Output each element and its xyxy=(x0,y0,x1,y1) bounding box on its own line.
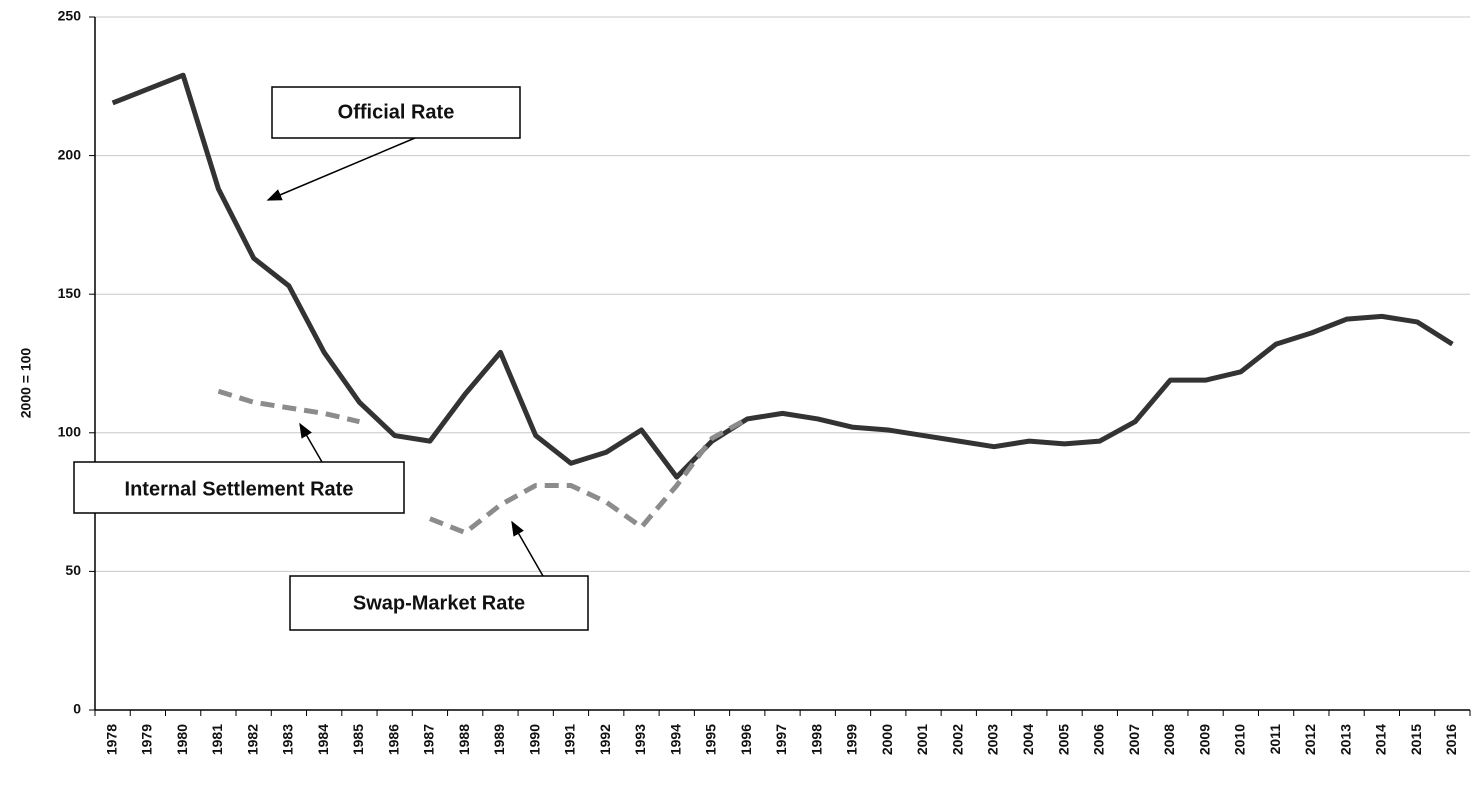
x-tick-label: 1984 xyxy=(315,724,331,755)
x-tick-label: 2006 xyxy=(1091,724,1107,755)
x-tick-label: 1988 xyxy=(456,724,472,755)
x-tick-label: 2001 xyxy=(914,724,930,755)
plot-area: 0 50 100 150 200 250 1978 1979 1980 1981 1982 1983 1… xyxy=(58,8,1471,755)
x-tick-label: 2016 xyxy=(1443,724,1459,755)
annotation-box xyxy=(73,461,405,514)
series-line xyxy=(429,416,749,536)
annotation-label: Official Rate xyxy=(338,101,455,123)
x-tick-label: 2014 xyxy=(1373,724,1389,755)
arrow xyxy=(266,137,416,201)
x-tick-label: 1995 xyxy=(703,724,719,755)
y-tick-label: 50 xyxy=(65,562,81,578)
x-tick-label: 1986 xyxy=(385,724,401,755)
x-tick-label: 1985 xyxy=(350,724,366,755)
y-axis-label: 2000 = 100 xyxy=(18,348,34,419)
series-line xyxy=(217,388,360,425)
x-tick-label: 2008 xyxy=(1161,724,1177,755)
y-tick-label: 150 xyxy=(58,285,82,301)
annotation-label: Swap-Market Rate xyxy=(353,592,525,614)
x-tick-label: 2010 xyxy=(1232,724,1248,755)
annotation-label: Internal Settlement Rate xyxy=(125,478,354,500)
annotation-box xyxy=(271,86,521,139)
x-tick-label: 2003 xyxy=(985,724,1001,755)
y-tick-label: 200 xyxy=(58,146,82,162)
x-tick-label: 1980 xyxy=(174,724,190,755)
y-tick-label: 0 xyxy=(73,701,81,717)
x-tick-label: 1992 xyxy=(597,724,613,755)
x-tick-label: 2009 xyxy=(1196,724,1212,755)
x-tick-label: 1982 xyxy=(244,724,260,755)
x-tick-label: 1996 xyxy=(738,724,754,755)
x-tick-label: 2005 xyxy=(1055,724,1071,755)
x-tick-label: 1993 xyxy=(632,724,648,755)
x-tick-label: 2007 xyxy=(1126,724,1142,755)
x-tick-label: 2002 xyxy=(949,724,965,755)
x-tick-label: 2013 xyxy=(1337,724,1353,755)
x-tick-label: 1979 xyxy=(139,724,155,755)
x-tick-label: 2012 xyxy=(1302,724,1318,755)
annotation-box xyxy=(289,575,589,631)
x-tick-label: 2011 xyxy=(1267,724,1283,755)
x-tick-label: 2004 xyxy=(1020,724,1036,755)
annotations: Official Rate Internal Settlement Rate S… xyxy=(73,86,589,631)
x-tick-label: 1989 xyxy=(491,724,507,755)
x-tick-label: 1981 xyxy=(209,724,225,755)
arrow xyxy=(511,520,544,577)
x-tick-label: 1990 xyxy=(526,724,542,755)
x-tick-label: 1978 xyxy=(103,724,119,755)
x-tick-label: 1983 xyxy=(280,724,296,755)
x-tick-label: 1991 xyxy=(562,724,578,755)
y-tick-label: 100 xyxy=(58,424,82,440)
x-tick-label: 1998 xyxy=(808,724,824,755)
x-tick-label: 2000 xyxy=(879,724,895,755)
x-tick-label: 1999 xyxy=(844,724,860,755)
x-tick-label: 1987 xyxy=(421,724,437,755)
y-tick-label: 250 xyxy=(58,8,82,24)
x-tick-label: 2015 xyxy=(1408,724,1424,755)
series-line xyxy=(111,72,1454,480)
arrow xyxy=(299,422,323,463)
x-tick-label: 1997 xyxy=(773,724,789,755)
x-tick-label: 1994 xyxy=(667,724,683,755)
